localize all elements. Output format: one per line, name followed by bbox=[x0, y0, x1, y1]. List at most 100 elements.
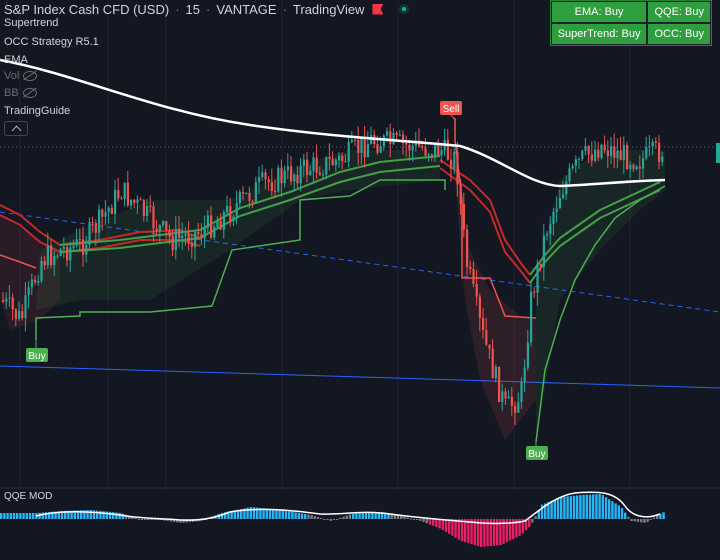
qqe-bar bbox=[393, 514, 396, 519]
qqe-bar bbox=[406, 517, 409, 519]
candle-body bbox=[219, 220, 222, 230]
candle-body bbox=[258, 176, 261, 183]
candle-body bbox=[392, 133, 395, 145]
qqe-bar bbox=[115, 512, 118, 519]
qqe-bar bbox=[502, 519, 505, 544]
qqe-bar bbox=[262, 508, 265, 519]
candle-body bbox=[379, 146, 382, 153]
candle-body bbox=[587, 146, 590, 155]
qqe-bar bbox=[486, 519, 489, 547]
candle-body bbox=[232, 216, 235, 222]
candle-body bbox=[658, 143, 661, 162]
candle-body bbox=[274, 191, 277, 193]
candle-body bbox=[53, 256, 56, 265]
trendline-dashed[interactable] bbox=[0, 211, 720, 313]
qqe-bar bbox=[374, 512, 377, 519]
candle-body bbox=[312, 157, 315, 171]
candle-body bbox=[338, 155, 341, 161]
qqe-bar bbox=[28, 513, 32, 519]
qqe-bar bbox=[348, 514, 352, 519]
buy-marker-right[interactable]: Buy bbox=[526, 440, 548, 460]
qqe-bar bbox=[400, 516, 403, 519]
candle-body bbox=[114, 190, 117, 215]
qqe-bar bbox=[377, 512, 380, 519]
qqe-bar bbox=[643, 519, 646, 523]
qqe-bar bbox=[179, 519, 182, 523]
interval-label[interactable]: 15 bbox=[185, 1, 201, 17]
candle-body bbox=[562, 194, 565, 199]
candle-body bbox=[344, 161, 347, 163]
qqe-bar bbox=[416, 519, 419, 520]
qqe-bar bbox=[384, 512, 387, 519]
candle-body bbox=[555, 208, 558, 212]
qqe-bar bbox=[227, 511, 230, 519]
flag-icon[interactable] bbox=[372, 3, 384, 15]
candle-body bbox=[434, 143, 437, 156]
candle-body bbox=[107, 207, 110, 213]
candle-body bbox=[494, 366, 497, 379]
candle-body bbox=[507, 396, 510, 399]
qqe-bar bbox=[592, 494, 595, 519]
indicator-bb[interactable]: BB bbox=[4, 87, 37, 99]
qqe-bar bbox=[76, 510, 80, 519]
qqe-bar bbox=[371, 512, 374, 519]
qqe-bar bbox=[604, 497, 608, 519]
candle-body bbox=[14, 309, 17, 319]
qqe-bar bbox=[608, 499, 611, 519]
qqe-bar bbox=[166, 519, 169, 521]
qqe-bar bbox=[134, 518, 137, 520]
candle-body bbox=[94, 223, 97, 233]
buy-marker-left[interactable]: Buy bbox=[26, 340, 48, 362]
qqe-bar bbox=[547, 502, 550, 519]
indicator-supertrend[interactable]: Supertrend bbox=[4, 17, 59, 29]
candle-body bbox=[386, 131, 389, 136]
candle-body bbox=[331, 158, 334, 166]
candle-body bbox=[280, 167, 283, 184]
qqe-pane-label[interactable]: QQE MOD bbox=[4, 491, 53, 502]
collapse-legend-button[interactable] bbox=[4, 121, 28, 136]
qqe-bar bbox=[128, 515, 131, 519]
header-separator: · bbox=[206, 1, 211, 17]
indicator-occ[interactable]: OCC Strategy R5.1 bbox=[4, 36, 99, 48]
qqe-bar bbox=[44, 512, 48, 519]
eye-off-icon[interactable] bbox=[23, 71, 38, 81]
candle-body bbox=[600, 144, 603, 158]
sell-marker[interactable]: Sell bbox=[440, 101, 462, 121]
candle-body bbox=[290, 166, 293, 182]
candlesticks bbox=[2, 123, 664, 426]
candle-body bbox=[642, 158, 645, 169]
indicator-ema[interactable]: EMA bbox=[4, 54, 28, 66]
candle-body bbox=[568, 168, 571, 182]
qqe-bar bbox=[268, 508, 272, 519]
candle-body bbox=[488, 344, 491, 349]
indicator-vol[interactable]: Vol bbox=[4, 70, 38, 82]
trendline-solid[interactable] bbox=[0, 365, 720, 389]
candle-body bbox=[40, 261, 43, 282]
eye-off-icon[interactable] bbox=[22, 88, 37, 98]
qqe-bar bbox=[278, 509, 281, 519]
candle-body bbox=[136, 199, 139, 203]
candle-body bbox=[584, 146, 587, 151]
qqe-bar bbox=[275, 509, 278, 519]
qqe-bar bbox=[515, 519, 518, 538]
candle-body bbox=[334, 160, 337, 166]
symbol-title[interactable]: S&P Index Cash CFD (USD) bbox=[4, 1, 170, 17]
candle-body bbox=[222, 212, 225, 230]
candle-body bbox=[398, 134, 401, 136]
qqe-bar bbox=[342, 516, 345, 519]
indicator-tradingguide[interactable]: TradingGuide bbox=[4, 105, 71, 117]
qqe-bar bbox=[492, 519, 496, 546]
qqe-bar bbox=[588, 494, 592, 519]
candle-body bbox=[446, 139, 449, 160]
qqe-bar bbox=[313, 516, 316, 519]
candle-body bbox=[478, 296, 481, 318]
signal-supertrend: SuperTrend: Buy bbox=[551, 24, 647, 44]
candle-body bbox=[430, 154, 433, 156]
qqe-bar bbox=[361, 513, 364, 519]
candle-body bbox=[5, 298, 8, 302]
candle-body bbox=[133, 199, 136, 203]
qqe-bar bbox=[243, 508, 246, 519]
candle-body bbox=[462, 203, 465, 230]
buy-label-left: Buy bbox=[28, 351, 45, 362]
